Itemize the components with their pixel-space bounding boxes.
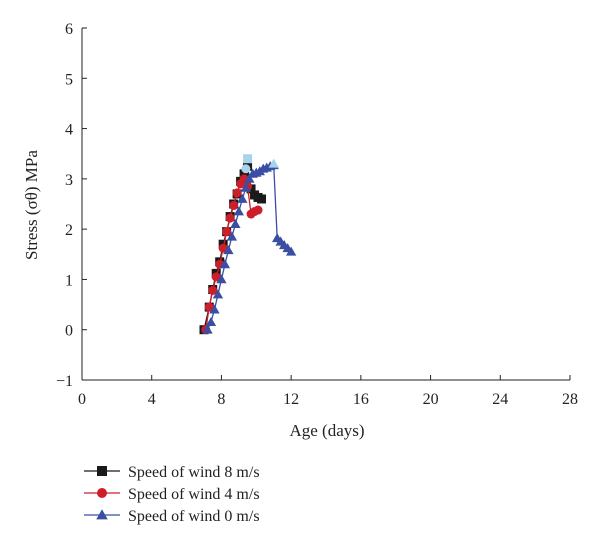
y-axis-label: Stress (σθ) MPa xyxy=(22,150,41,260)
x-tick-label: 20 xyxy=(423,391,439,408)
y-tick-label: 5 xyxy=(65,71,73,88)
x-tick-label: 12 xyxy=(283,391,299,408)
y-tick-label: −1 xyxy=(56,373,73,390)
x-axis-label: Age (days) xyxy=(289,421,364,440)
y-tick-label: 0 xyxy=(65,323,73,340)
x-tick-label: 0 xyxy=(78,391,86,408)
data-point xyxy=(244,173,255,183)
data-point xyxy=(232,188,242,198)
data-point xyxy=(216,274,227,284)
x-tick-label: 28 xyxy=(562,391,578,408)
x-tick-label: 8 xyxy=(217,391,225,408)
highlight-point xyxy=(268,158,279,168)
highlight-point xyxy=(241,164,251,174)
y-tick-label: 1 xyxy=(65,272,73,289)
y-tick-label: 2 xyxy=(65,222,73,239)
legend-label: Speed of wind 0 m/s xyxy=(128,508,260,525)
highlight-layer xyxy=(241,154,279,174)
y-tick-label: 4 xyxy=(65,122,73,139)
legend-entry: Speed of wind 8 m/s xyxy=(84,464,260,481)
data-point xyxy=(285,246,297,256)
data-point xyxy=(225,213,235,223)
data-point xyxy=(212,289,224,299)
data-point xyxy=(233,206,245,216)
data-point xyxy=(219,259,231,269)
data-point xyxy=(202,324,213,334)
series-layer xyxy=(199,160,297,335)
legend-marker xyxy=(97,466,107,476)
data-point xyxy=(257,194,267,204)
highlight-point xyxy=(243,154,253,164)
data-point xyxy=(226,231,238,241)
x-tick-label: 16 xyxy=(353,391,369,408)
data-point xyxy=(208,285,218,295)
y-tick-label: 6 xyxy=(65,21,73,38)
x-tick-label: 4 xyxy=(148,391,156,408)
data-point xyxy=(240,182,252,192)
y-tick-label: 3 xyxy=(65,172,73,189)
plot-axes xyxy=(81,28,570,381)
legend-label: Speed of wind 8 m/s xyxy=(128,464,260,481)
legend-entry: Speed of wind 0 m/s xyxy=(84,508,260,525)
data-point xyxy=(211,272,221,282)
series-line-1 xyxy=(205,177,259,330)
data-point xyxy=(205,316,217,327)
legend-marker xyxy=(96,509,108,520)
data-point xyxy=(209,304,220,314)
legend: Speed of wind 8 m/s Speed of wind 4 m/s Sp… xyxy=(84,464,260,525)
data-point xyxy=(222,227,232,237)
data-point xyxy=(230,218,241,228)
legend-label: Speed of wind 4 m/s xyxy=(128,486,260,503)
data-point xyxy=(239,169,249,179)
data-point xyxy=(223,245,234,255)
legend-marker xyxy=(97,488,107,498)
x-tick-label: 24 xyxy=(492,391,508,408)
data-point xyxy=(253,205,263,215)
data-point xyxy=(204,302,214,312)
data-point xyxy=(229,201,239,211)
legend-entry: Speed of wind 4 m/s xyxy=(84,486,260,503)
data-point xyxy=(237,193,248,203)
